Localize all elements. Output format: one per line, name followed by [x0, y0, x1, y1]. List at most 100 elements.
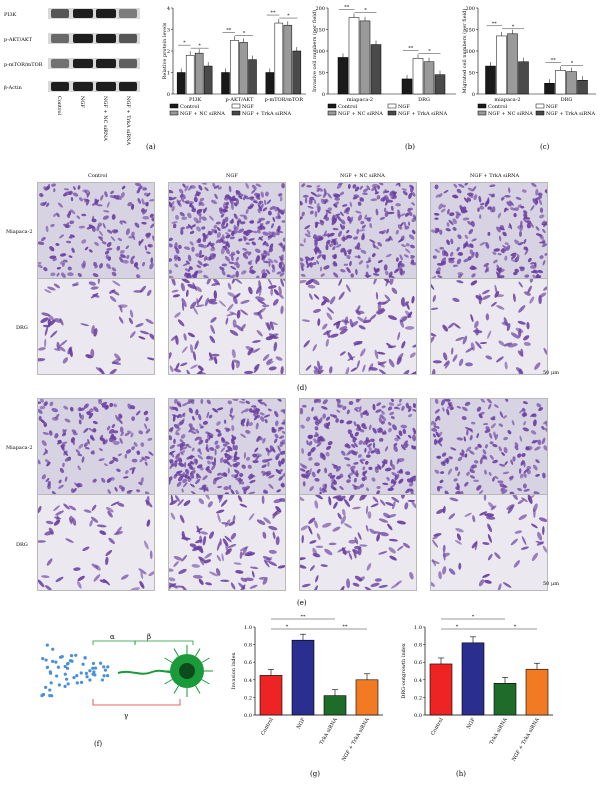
sig-mark: * [472, 615, 475, 620]
legend-swatch [169, 110, 179, 116]
blot-lane-control: Control [56, 96, 62, 116]
legend-label: NGF [546, 104, 558, 110]
blot-lane-nc: NGF + NC siRNA [102, 96, 108, 141]
micrograph-e-image [37, 494, 155, 591]
bar [230, 40, 239, 95]
legend-swatch [387, 110, 397, 116]
alpha-label: α [110, 633, 115, 641]
scale-bar-d: 50 μm [543, 370, 559, 376]
y-tick-label: 0 [472, 92, 475, 98]
micro-col-nc: NGF + NC siRNA [340, 173, 385, 179]
x-tick-label: PI3K [189, 97, 202, 103]
bar [292, 50, 302, 95]
sig-mark: ** [271, 10, 277, 16]
legend-label: Control [338, 104, 357, 110]
micrograph-d-image [430, 278, 548, 375]
y-tick-label: 200 [315, 6, 325, 12]
legend-label: NGF + NC siRNA [338, 111, 383, 117]
dendrite [173, 685, 179, 694]
legend-swatch [327, 110, 337, 116]
y-tick-label: 150 [315, 28, 325, 34]
neurite-diagram: α β γ [40, 633, 213, 720]
x-tick-label: Control [260, 717, 275, 737]
blot-label-pmtor: p-mTOR/mTOR [4, 62, 43, 68]
legend-label: NGF [398, 104, 410, 110]
y-tick-label: 100 [465, 49, 475, 55]
y-tick-label: 3 [167, 28, 170, 34]
x-tick-label: NGF [296, 717, 307, 731]
bar [423, 61, 435, 95]
y-axis-label: Invasion index [231, 652, 237, 689]
legend-swatch [535, 103, 545, 109]
micrograph-d-image [37, 278, 155, 375]
gamma-bracket [92, 699, 181, 706]
panel-label-a: (a) [146, 143, 156, 151]
panel-label-f: (f) [94, 740, 103, 748]
y-tick-label: 1 [167, 71, 170, 77]
x-tick-label: NGF [466, 717, 477, 731]
dendrite [173, 648, 179, 657]
bar [461, 642, 485, 716]
x-tick-label: DRG [561, 97, 573, 103]
legend-label: NGF + NC siRNA [488, 111, 533, 117]
sig-mark: ** [551, 57, 557, 63]
cell-dots [40, 643, 110, 698]
y-tick-label: 100 [315, 49, 325, 55]
bar [525, 668, 549, 716]
legend-swatch [231, 110, 241, 116]
legend-swatch [231, 103, 241, 109]
micro-col-trka: NGF + TrkA siRNA [470, 173, 520, 179]
bar [507, 33, 518, 95]
y-tick-label: 0.8 [244, 643, 252, 649]
legend-swatch [169, 103, 179, 109]
sig-mark: * [364, 7, 367, 13]
dendrite [195, 685, 201, 694]
legend-swatch [327, 103, 337, 109]
panel-label-h: (h) [456, 770, 466, 778]
y-tick-label: 0.4 [244, 678, 252, 684]
micrograph-e-image [168, 398, 286, 495]
legend-label: NGF + NC siRNA [180, 111, 225, 117]
legend-swatch [477, 103, 487, 109]
x-tick-label: TrkA siRNA [489, 717, 509, 746]
y-tick-label: 0.4 [414, 678, 422, 684]
micro-e-row-drg: DRG [16, 542, 28, 548]
sig-mark: ** [226, 27, 232, 33]
beta-bracket [134, 640, 194, 645]
gamma-label: γ [124, 712, 128, 720]
y-tick-label: 0 [322, 92, 325, 98]
bar [412, 58, 424, 95]
micrograph-e-image [430, 494, 548, 591]
alpha-bracket [92, 640, 136, 645]
bar [496, 35, 507, 95]
y-tick-label: 1.0 [414, 625, 422, 631]
bar [239, 42, 248, 95]
x-tick-label: p-AKT/AKT [226, 97, 255, 103]
micro-e-row-miapaca: Miapaca-2 [6, 445, 33, 451]
legend-label: Control [488, 104, 507, 110]
x-tick-label: miapaca-2 [494, 97, 520, 103]
sig-mark: ** [301, 615, 307, 620]
y-tick-label: 0.2 [414, 695, 422, 701]
beta-label: β [147, 633, 151, 641]
y-tick-label: 0.6 [244, 660, 252, 666]
legend-label: NGF + TrkA siRNA [242, 111, 291, 117]
blot-label-pakt: p-AKT/AKT [4, 37, 32, 43]
blot-band-row-pmtor [48, 58, 140, 69]
bar [348, 17, 360, 95]
bar [493, 683, 517, 716]
scale-bar-e: 50 μm [543, 581, 559, 587]
blot-label-pi3k: PI3K [4, 12, 17, 18]
panel-label-c: (c) [540, 143, 550, 151]
bar [555, 70, 566, 95]
micro-row-drg: DRG [16, 325, 28, 331]
chart-g: 0.0 0.2 0.4 0.6 0.8 1.0 Invasion index Control N… [231, 615, 383, 763]
micro-row-miapaca: Miapaca-2 [6, 229, 33, 235]
micro-col-ngf: NGF [226, 173, 238, 179]
dendrite [201, 679, 210, 685]
panel-label-d: (d) [297, 384, 307, 392]
y-axis-label: Relative protein levels [162, 22, 168, 79]
sig-mark: ** [344, 4, 350, 10]
y-axis-label: Migrated cell numbers (per field) [461, 9, 468, 94]
y-tick-label: 0.0 [414, 713, 422, 719]
